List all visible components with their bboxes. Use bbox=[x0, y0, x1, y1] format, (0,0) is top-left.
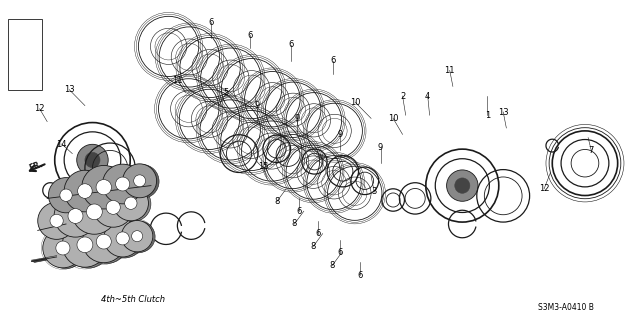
Ellipse shape bbox=[131, 231, 143, 242]
Ellipse shape bbox=[86, 221, 128, 263]
Ellipse shape bbox=[64, 170, 106, 212]
Text: 9: 9 bbox=[254, 101, 259, 110]
Ellipse shape bbox=[93, 188, 133, 227]
Ellipse shape bbox=[57, 196, 100, 238]
Text: 9: 9 bbox=[378, 143, 383, 152]
Ellipse shape bbox=[123, 164, 157, 198]
Text: 6: 6 bbox=[357, 271, 362, 280]
Ellipse shape bbox=[77, 144, 108, 176]
Text: 6: 6 bbox=[296, 207, 301, 216]
Text: 11: 11 bbox=[172, 76, 182, 84]
Ellipse shape bbox=[447, 170, 478, 201]
Text: 14: 14 bbox=[57, 140, 67, 148]
Text: 10: 10 bbox=[350, 98, 360, 107]
Text: 6: 6 bbox=[331, 56, 336, 65]
Ellipse shape bbox=[106, 220, 144, 258]
Text: 1: 1 bbox=[485, 111, 490, 120]
Ellipse shape bbox=[121, 220, 153, 252]
Text: 12: 12 bbox=[539, 184, 549, 193]
Text: 5: 5 bbox=[224, 88, 229, 97]
Ellipse shape bbox=[54, 195, 97, 237]
Ellipse shape bbox=[50, 214, 63, 227]
Text: 6: 6 bbox=[337, 248, 342, 257]
Ellipse shape bbox=[43, 228, 83, 268]
Text: 4th~5th Clutch: 4th~5th Clutch bbox=[101, 295, 165, 304]
Ellipse shape bbox=[77, 237, 93, 253]
Text: 6: 6 bbox=[315, 229, 320, 238]
Ellipse shape bbox=[105, 165, 145, 204]
Ellipse shape bbox=[134, 175, 145, 187]
Bar bbox=[8, 19, 42, 90]
Ellipse shape bbox=[38, 202, 75, 239]
Ellipse shape bbox=[116, 232, 130, 245]
Ellipse shape bbox=[48, 178, 84, 213]
Text: 8: 8 bbox=[292, 220, 297, 228]
Text: 9: 9 bbox=[337, 130, 342, 139]
Text: 2: 2 bbox=[400, 92, 405, 100]
Ellipse shape bbox=[85, 152, 100, 168]
Ellipse shape bbox=[65, 223, 111, 268]
Text: 10: 10 bbox=[388, 114, 398, 123]
Text: FR.: FR. bbox=[28, 160, 45, 173]
Ellipse shape bbox=[103, 164, 143, 204]
Ellipse shape bbox=[68, 209, 83, 223]
Text: 8: 8 bbox=[274, 197, 279, 206]
Ellipse shape bbox=[116, 186, 151, 221]
Text: 6: 6 bbox=[208, 18, 213, 27]
Ellipse shape bbox=[40, 203, 78, 240]
Ellipse shape bbox=[82, 165, 126, 209]
Ellipse shape bbox=[75, 190, 120, 235]
Ellipse shape bbox=[125, 197, 137, 209]
Text: 12: 12 bbox=[35, 104, 45, 113]
Ellipse shape bbox=[86, 204, 103, 220]
Polygon shape bbox=[31, 256, 60, 262]
Ellipse shape bbox=[125, 164, 159, 198]
Ellipse shape bbox=[113, 186, 148, 221]
Text: 8: 8 bbox=[311, 242, 316, 251]
Text: 4: 4 bbox=[425, 92, 430, 100]
Ellipse shape bbox=[72, 189, 117, 234]
Ellipse shape bbox=[45, 229, 86, 268]
Ellipse shape bbox=[96, 188, 136, 228]
Ellipse shape bbox=[124, 221, 155, 252]
Text: 11: 11 bbox=[445, 66, 455, 75]
Text: 15: 15 bbox=[258, 162, 268, 171]
Text: 6: 6 bbox=[248, 31, 253, 40]
Text: 8: 8 bbox=[330, 261, 335, 270]
Text: S3M3-A0410 B: S3M3-A0410 B bbox=[538, 303, 594, 312]
Ellipse shape bbox=[56, 241, 70, 255]
Ellipse shape bbox=[77, 184, 92, 198]
Text: 6: 6 bbox=[289, 40, 294, 49]
Ellipse shape bbox=[104, 220, 142, 257]
Ellipse shape bbox=[455, 178, 470, 193]
Ellipse shape bbox=[60, 189, 72, 201]
Text: 13: 13 bbox=[498, 108, 508, 116]
Text: 9: 9 bbox=[294, 114, 299, 123]
Ellipse shape bbox=[116, 177, 130, 191]
Text: 7: 7 bbox=[589, 146, 594, 155]
Ellipse shape bbox=[96, 180, 111, 195]
Ellipse shape bbox=[67, 171, 109, 212]
Ellipse shape bbox=[62, 222, 108, 267]
Ellipse shape bbox=[85, 166, 129, 210]
Ellipse shape bbox=[51, 178, 86, 213]
Ellipse shape bbox=[96, 234, 111, 249]
Ellipse shape bbox=[106, 200, 120, 214]
Text: 13: 13 bbox=[64, 85, 74, 94]
Text: 3: 3 bbox=[372, 188, 377, 196]
Ellipse shape bbox=[82, 220, 125, 263]
